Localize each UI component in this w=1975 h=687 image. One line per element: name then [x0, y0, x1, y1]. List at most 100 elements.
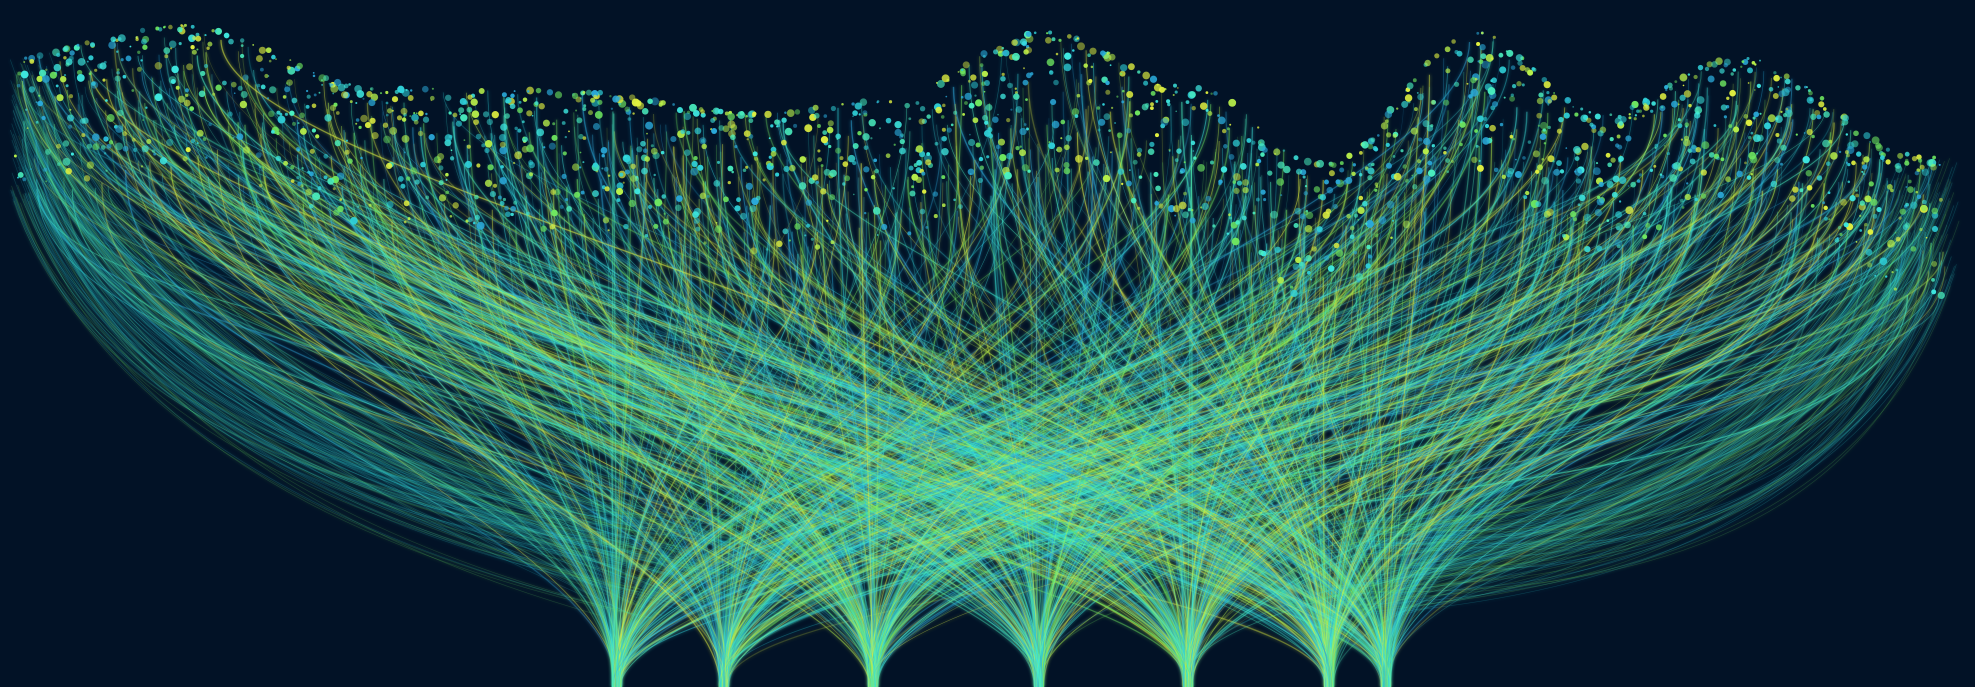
particle [1859, 256, 1862, 259]
particle [1615, 211, 1623, 219]
strand [1079, 62, 1186, 687]
particle [736, 197, 741, 203]
particle [420, 161, 426, 168]
particle [1299, 231, 1302, 233]
particle [1277, 276, 1285, 284]
particle [625, 109, 632, 115]
strand [1351, 266, 1949, 594]
particle [1677, 118, 1681, 122]
strand [34, 154, 1382, 687]
particle [543, 146, 546, 149]
particle [1401, 100, 1409, 108]
particle [321, 79, 323, 81]
particle [1541, 157, 1545, 161]
particle [1573, 145, 1581, 154]
particle [1476, 164, 1484, 172]
particle [445, 94, 452, 101]
particle [799, 156, 807, 163]
particle [521, 120, 525, 124]
strand [1373, 215, 1924, 572]
particle [1373, 147, 1379, 152]
particle [727, 120, 736, 129]
particle [782, 228, 789, 235]
particle [1780, 76, 1782, 79]
particle [960, 95, 964, 99]
strand [1187, 184, 1560, 687]
particle [252, 43, 255, 46]
particle [935, 106, 943, 114]
particle [115, 142, 123, 151]
strand [10, 80, 774, 590]
particle [625, 157, 632, 165]
particle [1063, 167, 1071, 175]
particle [1536, 112, 1543, 119]
particle [1684, 122, 1690, 127]
particle [466, 106, 473, 113]
particle [651, 97, 659, 106]
particle [1365, 263, 1371, 269]
particle [1374, 233, 1379, 238]
particle [1109, 151, 1112, 154]
particle [561, 121, 566, 125]
particle [997, 138, 1006, 146]
particle [258, 46, 267, 54]
particle [358, 125, 362, 130]
particle [540, 225, 547, 232]
particle [214, 27, 223, 35]
particle [1107, 51, 1111, 55]
particle [964, 92, 972, 101]
strand [723, 136, 1110, 687]
particle [1006, 118, 1011, 123]
particle [1183, 161, 1186, 164]
particle [612, 95, 620, 103]
particle [863, 211, 867, 215]
particle [1659, 93, 1667, 100]
particle [1149, 106, 1154, 111]
particle [512, 161, 516, 165]
particle [1015, 146, 1020, 151]
particle [1000, 93, 1006, 100]
particle [115, 125, 123, 133]
particle [768, 155, 772, 159]
particle [30, 168, 32, 170]
particle [1871, 136, 1880, 145]
particle [1367, 143, 1374, 150]
particle [1136, 147, 1143, 153]
particle [1304, 185, 1308, 188]
particle [986, 155, 990, 159]
particle [1570, 211, 1577, 218]
particle [1427, 160, 1433, 166]
particle [863, 145, 869, 151]
particle [1895, 236, 1901, 242]
particle [1316, 159, 1325, 168]
particle [975, 99, 983, 107]
particle [1023, 123, 1027, 126]
particle [349, 100, 353, 104]
particle [641, 167, 648, 175]
particle [1418, 137, 1423, 142]
particle [1391, 219, 1395, 222]
particle [1522, 156, 1526, 160]
particle [1654, 146, 1657, 149]
particle [701, 143, 707, 150]
particle [286, 79, 293, 86]
particle [1470, 77, 1477, 84]
particle [1716, 156, 1720, 161]
strand [207, 176, 1330, 687]
strand [54, 96, 1192, 687]
particle [1616, 134, 1621, 139]
particle [1174, 214, 1177, 217]
particle [1191, 106, 1196, 111]
particle [1319, 194, 1327, 201]
particle [1584, 245, 1591, 253]
particle [1051, 37, 1056, 42]
particle [922, 189, 927, 194]
particle [371, 132, 379, 140]
particle [960, 70, 966, 77]
particle [1855, 241, 1858, 243]
particle [1630, 181, 1637, 188]
particle [1911, 155, 1918, 162]
particle [513, 90, 516, 93]
strand [40, 186, 605, 618]
